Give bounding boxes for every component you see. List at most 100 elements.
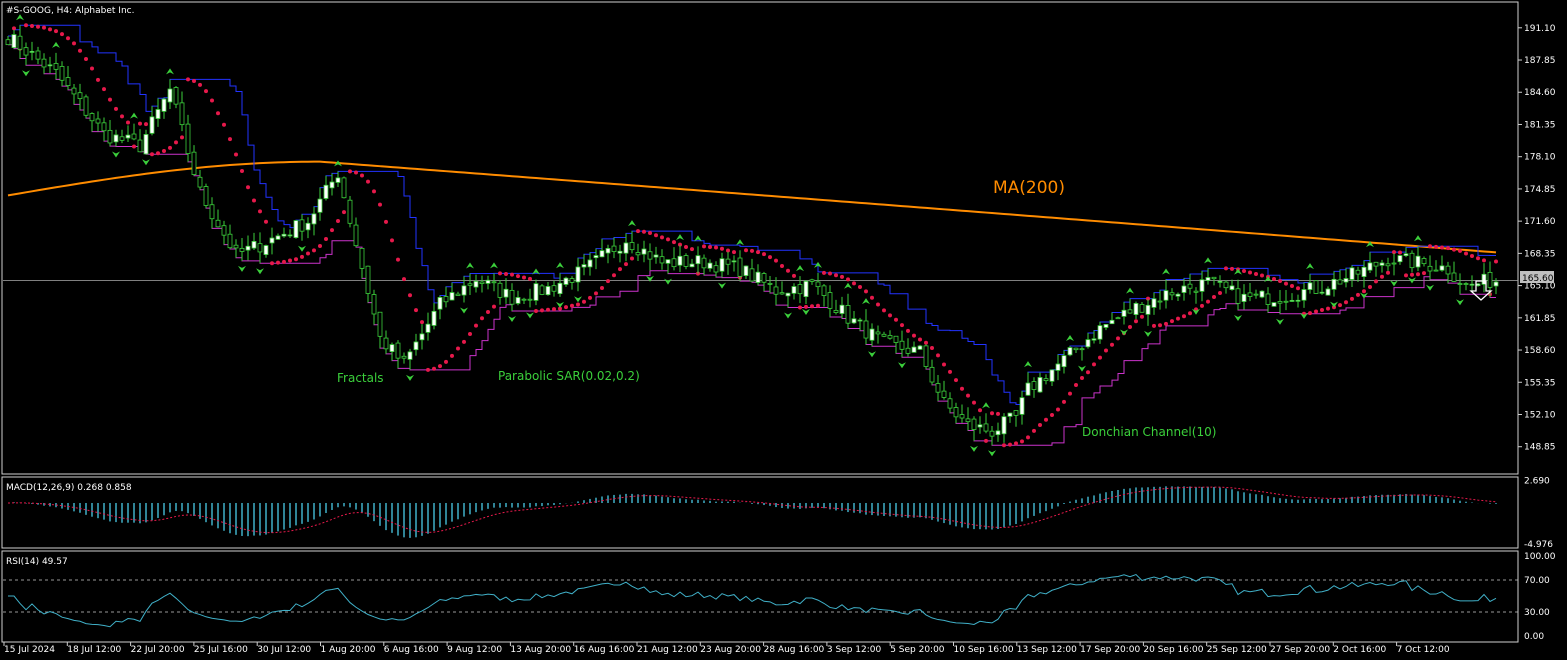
sar-dot [1362,289,1366,294]
candle-body [41,58,47,68]
sar-dot [378,202,382,207]
candle-body [809,279,815,282]
fractal-down-marker [526,312,534,319]
sar-dot [1344,300,1348,305]
candle-body [971,418,977,430]
sar-dot [972,400,976,405]
sar-dot [78,48,82,53]
sar-dot [714,245,718,250]
rsi-tick-label: 30.00 [1524,608,1550,618]
sar-dot [408,293,412,298]
sar-dot [312,248,316,253]
candle-body [1319,291,1325,294]
candle-body [107,129,113,144]
fractal-down-marker [1120,329,1128,336]
x-tick-label: 30 Jul 12:00 [257,645,311,655]
sar-dot [1296,286,1300,291]
sar-dot [180,135,184,140]
sar-dot [216,111,220,116]
candle-body [1469,283,1475,286]
sar-dot [492,304,496,309]
sar-dot [306,251,310,256]
candle-body [359,247,365,269]
candle-body [671,258,677,268]
candle-body [1265,293,1271,305]
sar-dot [126,120,130,125]
sar-dot [390,238,394,243]
sar-dot [1380,274,1384,279]
candle-body [929,366,935,383]
x-tick-label: 25 Jul 16:00 [194,645,248,655]
x-tick-label: 6 Aug 16:00 [384,645,439,655]
fractal-down-marker [1078,365,1086,372]
fractal-down-marker [664,278,672,285]
sar-dot [984,438,988,443]
sar-dot [132,144,136,149]
candle-body [551,285,557,292]
fractal-down-marker [256,268,264,275]
candle-body [1295,299,1301,302]
sar-dot [930,346,934,351]
candle-body [1007,412,1013,417]
candle-body [1439,265,1445,271]
candle-body [1373,261,1379,267]
sar-dot [246,185,250,190]
sar-dot [84,57,88,62]
candle-body [1085,339,1091,348]
sar-dot [1050,412,1054,417]
sar-dot [168,145,172,150]
candle-body [479,281,485,284]
fractal-down-marker [460,307,468,314]
sar-dot [624,262,628,267]
y-tick-label: 184.60 [1524,88,1556,98]
candle-body [227,233,233,249]
sar-dot [72,41,76,46]
sar-dot [828,271,832,276]
candle-body [683,255,689,267]
candle-body [1001,416,1007,435]
candle-body [53,63,59,70]
sar-dot [924,340,928,345]
candle-body [251,241,257,249]
candle-body [1193,290,1199,293]
sar-dot [978,408,982,413]
y-tick-label: 148.85 [1524,443,1556,453]
sar-dot [1020,439,1024,444]
candle-body [833,309,839,313]
sar-dot [636,229,640,234]
candle-body [803,280,809,298]
fractal-down-marker [238,265,246,272]
candle-body [425,323,431,333]
candle-body [581,264,587,268]
donchian-annotation: Donchian Channel(10) [1082,425,1216,439]
candle-body [767,282,773,285]
fractal-down-marker [1330,301,1338,308]
rsi-line [8,573,1497,628]
fractal-down-marker [784,312,792,319]
sar-dot [516,274,520,279]
fractal-down-marker [868,351,876,358]
candle-body [545,286,551,296]
sar-dot [60,32,64,37]
sar-dot [1116,336,1120,341]
y-tick-label: 171.60 [1524,217,1556,227]
candle-body [1079,348,1085,351]
sar-dot [1026,435,1030,440]
candle-body [923,345,929,367]
candle-body [527,298,533,301]
candle-body [1229,285,1235,290]
candle-body [101,122,107,132]
sar-dot [1386,270,1390,275]
candle-body [965,418,971,423]
candle-body [917,345,923,350]
candle-body [647,251,653,260]
sar-dot [534,309,538,314]
candle-body [773,286,779,295]
sar-dot [1230,266,1234,271]
candle-body [449,292,455,301]
candle-body [149,116,155,134]
candle-body [1049,369,1055,382]
candle-body [689,263,695,268]
x-tick-label: 23 Aug 20:00 [700,645,761,655]
sar-dot [630,256,634,261]
